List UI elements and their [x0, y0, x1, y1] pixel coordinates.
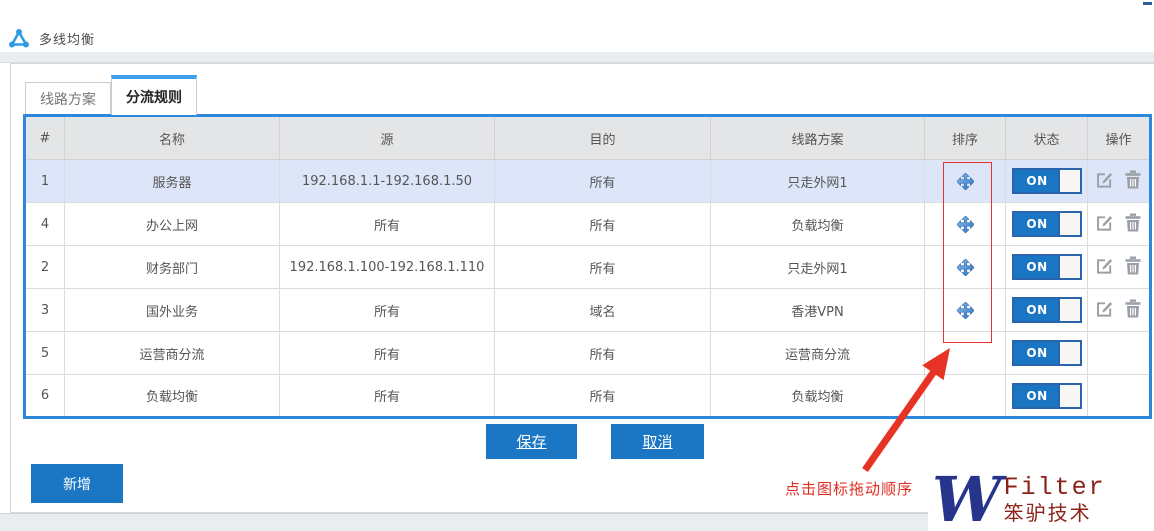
col-header-ops: 操作 — [1087, 115, 1151, 160]
delete-icon[interactable] — [1124, 299, 1143, 318]
table-row: 4 办公上网 所有 所有 负载均衡 ON — [24, 202, 1151, 246]
corner-cut-element — [1143, 2, 1152, 5]
row-index: 2 — [40, 259, 50, 275]
rule-destination: 所有 — [589, 390, 616, 405]
rule-source: 所有 — [373, 390, 400, 405]
toggle-handle — [1057, 170, 1080, 192]
edit-icon[interactable] — [1095, 256, 1114, 275]
edit-icon[interactable] — [1095, 299, 1114, 318]
col-header-name: 名称 — [64, 115, 280, 160]
rule-source: 所有 — [373, 218, 400, 234]
rule-destination: 域名 — [589, 304, 616, 320]
watermark-letter: W — [932, 463, 1002, 531]
rule-line-plan: 运营商分流 — [784, 347, 850, 363]
rule-destination: 所有 — [589, 218, 616, 234]
rule-source: 192.168.1.100-192.168.1.110 — [289, 259, 485, 275]
header-divider-band — [0, 52, 1154, 63]
delete-icon[interactable] — [1124, 256, 1143, 275]
tab-split-rules[interactable]: 分流规则 — [111, 75, 197, 115]
watermark-logo: W Filter 笨驴技术 — [928, 469, 1154, 531]
col-header-plan: 线路方案 — [710, 115, 925, 160]
table-header-row: # 名称 源 目的 线路方案 排序 状态 操作 — [24, 115, 1151, 160]
rule-name: 运营商分流 — [139, 347, 205, 363]
rule-destination: 所有 — [589, 175, 616, 191]
col-header-index: # — [24, 115, 65, 160]
table-row: 2 财务部门 192.168.1.100-192.168.1.110 所有 只走… — [24, 245, 1151, 289]
content-panel: 线路方案 分流规则 # 名称 源 目的 线路方案 排序 状态 操作 1 服务器 … — [10, 63, 1154, 513]
rule-destination: 所有 — [589, 347, 616, 363]
rule-name: 办公上网 — [145, 218, 198, 234]
save-button[interactable]: 保存 — [486, 424, 577, 459]
drag-sort-icon[interactable] — [956, 301, 974, 319]
table-row: 3 国外业务 所有 域名 香港VPN ON — [24, 288, 1151, 332]
status-on-label: ON — [1026, 346, 1048, 360]
watermark-company: 笨驴技术 — [1003, 501, 1092, 525]
toggle-handle — [1057, 213, 1080, 235]
drag-sort-icon[interactable] — [956, 215, 974, 233]
table-row: 6 负载均衡 所有 所有 负载均衡 ON — [24, 374, 1151, 418]
rule-line-plan: 负载均衡 — [791, 218, 844, 234]
edit-icon[interactable] — [1095, 170, 1114, 189]
rule-name: 服务器 — [152, 175, 192, 191]
status-on-label: ON — [1026, 303, 1048, 317]
toggle-handle — [1057, 384, 1080, 407]
rule-source: 192.168.1.1-192.168.1.50 — [301, 173, 473, 189]
tab-line-scheme[interactable]: 线路方案 — [25, 82, 111, 115]
cancel-button[interactable]: 取消 — [611, 424, 704, 459]
network-triangle-icon — [8, 28, 30, 48]
toggle-handle — [1057, 299, 1080, 321]
table-row: 5 运营商分流 所有 所有 运营商分流 ON — [24, 331, 1151, 375]
status-toggle[interactable]: ON — [1011, 382, 1082, 409]
status-on-label: ON — [1026, 388, 1048, 403]
status-on-label: ON — [1026, 174, 1048, 188]
rule-line-plan: 负载均衡 — [791, 390, 844, 405]
status-toggle[interactable]: ON — [1011, 254, 1082, 280]
rules-table: # 名称 源 目的 线路方案 排序 状态 操作 1 服务器 192.168.1.… — [23, 114, 1152, 419]
status-toggle[interactable]: ON — [1011, 297, 1082, 323]
rule-name: 财务部门 — [145, 261, 198, 277]
row-index: 1 — [40, 173, 50, 189]
col-header-status: 状态 — [1005, 115, 1088, 160]
col-header-source: 源 — [279, 115, 495, 160]
rule-line-plan: 只走外网1 — [787, 175, 848, 191]
status-on-label: ON — [1026, 217, 1048, 231]
status-toggle[interactable]: ON — [1011, 340, 1082, 366]
table-row: 1 服务器 192.168.1.1-192.168.1.50 所有 只走外网1 … — [24, 159, 1151, 203]
toggle-handle — [1057, 256, 1080, 278]
page-title: 多线均衡 — [39, 32, 96, 48]
status-on-label: ON — [1026, 260, 1048, 274]
watermark-brand: Filter — [1003, 473, 1106, 502]
page-header: 多线均衡 — [0, 0, 1154, 52]
rule-line-plan: 香港VPN — [791, 304, 844, 320]
tab-bar: 线路方案 分流规则 — [25, 75, 197, 115]
add-button[interactable]: 新增 — [31, 464, 123, 503]
rule-destination: 所有 — [589, 261, 616, 277]
rule-line-plan: 只走外网1 — [787, 261, 848, 277]
rule-name: 负载均衡 — [145, 390, 198, 405]
toggle-handle — [1057, 342, 1080, 364]
row-index: 4 — [40, 216, 50, 232]
col-header-dest: 目的 — [494, 115, 711, 160]
delete-icon[interactable] — [1124, 170, 1143, 189]
col-header-sort: 排序 — [924, 115, 1006, 160]
drag-sort-icon[interactable] — [956, 172, 974, 190]
status-toggle[interactable]: ON — [1011, 211, 1082, 237]
row-index: 3 — [40, 302, 50, 318]
drag-sort-icon[interactable] — [956, 258, 974, 276]
rule-name: 国外业务 — [145, 304, 198, 320]
status-toggle[interactable]: ON — [1011, 168, 1082, 194]
delete-icon[interactable] — [1124, 213, 1143, 232]
row-index: 5 — [40, 345, 50, 361]
rule-source: 所有 — [373, 347, 400, 363]
edit-icon[interactable] — [1095, 213, 1114, 232]
annotation-note: 点击图标拖动顺序 — [785, 480, 914, 498]
page-bottom-strip — [0, 513, 1154, 531]
rule-source: 所有 — [373, 304, 400, 320]
row-index: 6 — [40, 388, 50, 403]
